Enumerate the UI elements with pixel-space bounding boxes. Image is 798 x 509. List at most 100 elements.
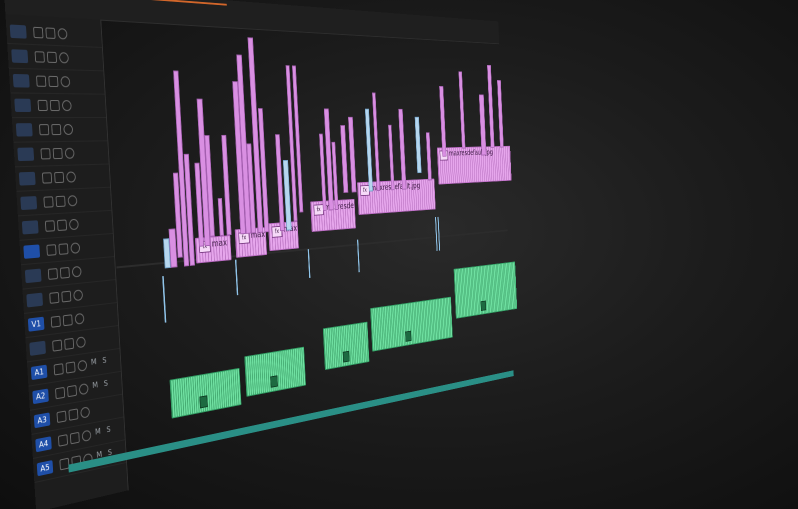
stacked-clip-layer[interactable] bbox=[218, 198, 224, 236]
mute-button[interactable]: M bbox=[92, 380, 98, 390]
track-target-toggle[interactable]: A5 bbox=[37, 460, 53, 476]
track-target-toggle[interactable] bbox=[11, 49, 28, 63]
track-target-toggle[interactable] bbox=[17, 147, 34, 161]
clip-name: max bbox=[212, 238, 228, 249]
track-target-toggle[interactable] bbox=[22, 220, 39, 234]
sync-lock-icon[interactable] bbox=[57, 219, 67, 231]
eye-icon[interactable] bbox=[65, 148, 75, 159]
sync-lock-icon[interactable] bbox=[67, 385, 77, 397]
lock-icon[interactable] bbox=[36, 76, 46, 87]
track-target-toggle[interactable] bbox=[10, 24, 27, 38]
stacked-clip-layer[interactable] bbox=[426, 132, 432, 180]
eye-icon[interactable] bbox=[60, 76, 70, 87]
mute-button[interactable]: M bbox=[95, 427, 101, 437]
sync-lock-icon[interactable] bbox=[48, 76, 58, 87]
track-target-toggle[interactable] bbox=[26, 293, 43, 308]
sync-lock-icon[interactable] bbox=[56, 196, 66, 207]
sync-lock-icon[interactable] bbox=[58, 243, 68, 255]
track-target-toggle[interactable] bbox=[25, 269, 42, 284]
track-target-toggle[interactable] bbox=[13, 74, 30, 88]
stacked-clip-layer[interactable] bbox=[415, 117, 422, 173]
playhead-indicator[interactable] bbox=[107, 0, 227, 6]
track-target-toggle[interactable]: A2 bbox=[32, 389, 49, 405]
lock-icon[interactable] bbox=[33, 27, 43, 39]
eye-icon[interactable] bbox=[79, 383, 89, 395]
lock-icon[interactable] bbox=[58, 434, 68, 447]
track-target-toggle[interactable]: V1 bbox=[28, 317, 45, 332]
solo-button[interactable]: S bbox=[102, 356, 107, 365]
lock-icon[interactable] bbox=[38, 100, 48, 111]
sync-lock-icon[interactable] bbox=[70, 432, 80, 445]
audio-clip[interactable] bbox=[323, 322, 370, 370]
eye-icon[interactable] bbox=[63, 124, 73, 135]
lock-icon[interactable] bbox=[55, 387, 65, 399]
stacked-clip-layer[interactable] bbox=[340, 125, 348, 193]
video-clip[interactable]: fxmaxresdefault.jpg bbox=[437, 146, 512, 185]
lock-icon[interactable] bbox=[40, 148, 50, 159]
stacked-clip-layer[interactable] bbox=[487, 65, 494, 148]
lock-icon[interactable] bbox=[46, 244, 56, 256]
stacked-clip-layer[interactable] bbox=[497, 80, 504, 147]
audio-clip[interactable] bbox=[454, 261, 518, 318]
lock-icon[interactable] bbox=[51, 316, 61, 328]
eye-icon[interactable] bbox=[80, 406, 90, 418]
sync-lock-icon[interactable] bbox=[54, 172, 64, 183]
sync-lock-icon[interactable] bbox=[53, 148, 63, 159]
eye-icon[interactable] bbox=[75, 313, 85, 325]
eye-icon[interactable] bbox=[82, 430, 92, 442]
track-header bbox=[7, 45, 103, 71]
stacked-clip-layer[interactable] bbox=[348, 117, 356, 193]
eye-icon[interactable] bbox=[77, 360, 87, 372]
stacked-clip-layer[interactable] bbox=[458, 71, 465, 148]
sync-lock-icon[interactable] bbox=[60, 267, 70, 279]
eye-icon[interactable] bbox=[72, 266, 82, 278]
lock-icon[interactable] bbox=[54, 363, 64, 375]
lock-icon[interactable] bbox=[35, 51, 45, 62]
audio-clip[interactable] bbox=[170, 368, 242, 419]
eye-icon[interactable] bbox=[62, 100, 72, 111]
track-target-toggle[interactable]: A1 bbox=[31, 365, 48, 380]
lock-icon[interactable] bbox=[42, 172, 52, 183]
track-target-toggle[interactable] bbox=[29, 341, 46, 356]
lock-icon[interactable] bbox=[57, 410, 67, 423]
eye-icon[interactable] bbox=[76, 336, 86, 348]
lock-icon[interactable] bbox=[49, 292, 59, 304]
stacked-clip-layer[interactable] bbox=[439, 86, 446, 157]
sync-lock-icon[interactable] bbox=[64, 338, 74, 350]
track-target-toggle[interactable] bbox=[23, 244, 40, 258]
stacked-clip-layer[interactable] bbox=[398, 109, 406, 190]
sync-lock-icon[interactable] bbox=[61, 291, 71, 303]
eye-icon[interactable] bbox=[59, 52, 69, 63]
sync-lock-icon[interactable] bbox=[47, 52, 57, 63]
lock-icon[interactable] bbox=[43, 196, 53, 208]
track-target-toggle[interactable] bbox=[16, 123, 33, 136]
eye-icon[interactable] bbox=[69, 219, 79, 230]
sync-lock-icon[interactable] bbox=[51, 124, 61, 135]
solo-button[interactable]: S bbox=[106, 425, 111, 434]
audio-clip[interactable] bbox=[244, 347, 306, 397]
audio-clip[interactable] bbox=[370, 297, 453, 352]
track-target-toggle[interactable] bbox=[19, 172, 36, 186]
sync-lock-icon[interactable] bbox=[45, 27, 55, 39]
lock-icon[interactable] bbox=[39, 124, 49, 135]
mute-button[interactable]: M bbox=[91, 357, 97, 367]
track-target-toggle[interactable] bbox=[14, 99, 31, 112]
sync-lock-icon[interactable] bbox=[63, 314, 73, 326]
track-target-toggle[interactable]: A3 bbox=[34, 412, 51, 428]
eye-icon[interactable] bbox=[68, 195, 78, 206]
sync-lock-icon[interactable] bbox=[66, 361, 76, 373]
eye-icon[interactable] bbox=[73, 289, 83, 301]
eye-icon[interactable] bbox=[70, 242, 80, 254]
track-target-toggle[interactable]: A4 bbox=[35, 436, 52, 452]
eye-icon[interactable] bbox=[66, 171, 76, 182]
sync-lock-icon[interactable] bbox=[68, 408, 78, 420]
lock-icon[interactable] bbox=[48, 268, 58, 280]
sync-lock-icon[interactable] bbox=[50, 100, 60, 111]
stacked-clip-layer[interactable] bbox=[372, 93, 380, 192]
track-target-toggle[interactable] bbox=[20, 196, 37, 210]
solo-button[interactable]: S bbox=[104, 379, 109, 388]
lock-icon[interactable] bbox=[52, 339, 62, 351]
eye-icon[interactable] bbox=[58, 28, 68, 39]
stacked-clip-layer[interactable] bbox=[365, 109, 373, 192]
lock-icon[interactable] bbox=[45, 220, 55, 232]
